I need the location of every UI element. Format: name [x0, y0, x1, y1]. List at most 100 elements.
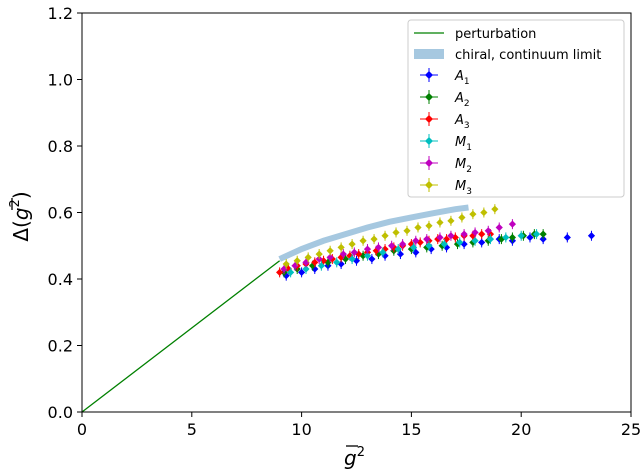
data-point	[423, 243, 431, 252]
data-point	[495, 223, 503, 232]
data-point	[372, 247, 380, 255]
data-point	[480, 208, 488, 217]
y-tick-label: 0.0	[48, 403, 73, 422]
data-point	[539, 230, 547, 238]
data-point	[282, 272, 290, 280]
data-point	[339, 250, 347, 258]
data-point	[363, 245, 372, 253]
data-point	[276, 268, 284, 276]
data-point	[532, 230, 541, 238]
data-point	[291, 262, 299, 270]
data-point	[456, 238, 464, 247]
data-point	[363, 252, 372, 260]
x-axis-label: g2	[344, 445, 365, 470]
legend-label-series: A1	[454, 69, 470, 87]
data-point	[374, 243, 383, 252]
data-point	[374, 250, 383, 258]
y-axis-label-g: g	[9, 207, 33, 220]
data-point	[396, 250, 405, 258]
legend-label-series: M3	[455, 179, 472, 197]
data-point	[280, 265, 288, 273]
data-point	[302, 265, 310, 273]
data-point	[469, 210, 477, 218]
y-axis-label-post: )	[9, 191, 33, 199]
legend-box	[407, 19, 625, 198]
data-point	[359, 252, 367, 260]
y-tick-label: 1.0	[48, 71, 73, 90]
x-tick-label: 0	[77, 420, 87, 439]
data-point	[407, 240, 415, 248]
data-point	[355, 250, 363, 258]
data-point	[447, 217, 455, 225]
data-point	[287, 268, 295, 276]
data-point	[317, 262, 325, 270]
y-axis-label-pre: Δ(	[9, 220, 33, 241]
data-point	[442, 235, 451, 243]
data-point	[390, 243, 398, 252]
data-point	[381, 245, 389, 253]
data-point	[381, 252, 389, 260]
data-point	[412, 237, 420, 245]
data-point	[379, 248, 387, 256]
data-point	[350, 248, 358, 256]
data-point	[458, 213, 466, 222]
data-point	[348, 255, 356, 263]
data-point	[436, 218, 444, 227]
data-point	[337, 253, 345, 261]
data-point	[508, 220, 517, 228]
data-point	[478, 230, 486, 238]
data-point	[442, 243, 451, 252]
data-point	[399, 240, 407, 248]
data-point	[381, 232, 389, 240]
data-point	[394, 245, 402, 253]
x-tick-label: 25	[621, 420, 641, 439]
data-point	[388, 242, 396, 250]
legend-swatch-marker	[425, 137, 433, 145]
x-axis-label-base: g	[344, 446, 357, 470]
data-point	[517, 232, 525, 240]
y-tick-label: 0.2	[48, 337, 73, 356]
data-point	[425, 222, 433, 230]
data-point	[526, 233, 534, 242]
legend-label-series: M1	[455, 135, 472, 153]
data-point	[508, 233, 517, 242]
legend: perturbation chiral, continuum limit A1 A2 A…	[407, 19, 625, 198]
data-point	[403, 227, 411, 235]
legend-swatch-chiral	[414, 49, 444, 59]
x-tick-label: 10	[291, 420, 311, 439]
data-point	[370, 235, 378, 243]
data-point	[282, 260, 290, 268]
y-axis-label-sup: 2	[8, 199, 23, 207]
legend-swatch-marker	[425, 93, 433, 101]
data-point	[315, 250, 323, 258]
legend-swatch-marker	[425, 71, 433, 79]
data-point	[311, 258, 319, 266]
data-point	[497, 235, 506, 243]
legend-label-series: A3	[454, 113, 470, 131]
data-point	[447, 232, 455, 240]
legend-label-perturbation: perturbation	[455, 27, 536, 42]
data-point	[284, 265, 293, 273]
data-point	[346, 252, 354, 260]
y-tick-label: 0.8	[48, 137, 73, 156]
data-point	[298, 268, 306, 276]
data-point	[368, 255, 376, 263]
x-tick-label: 5	[187, 420, 197, 439]
x-axis-label-sup: 2	[357, 445, 365, 460]
data-point	[471, 237, 479, 245]
legend-swatch-marker	[425, 181, 433, 189]
data-point	[414, 223, 422, 232]
data-point	[392, 228, 400, 237]
plot-area	[81, 204, 596, 413]
data-point	[478, 238, 486, 247]
x-tick-label: 20	[511, 420, 531, 439]
data-point	[486, 235, 495, 243]
data-point	[326, 247, 334, 255]
y-axis-label: Δ(g2)	[8, 191, 33, 241]
data-point	[337, 260, 345, 268]
data-point	[491, 205, 499, 213]
perturbation-line	[81, 260, 281, 413]
series-m1	[287, 229, 541, 278]
data-point	[333, 258, 341, 266]
